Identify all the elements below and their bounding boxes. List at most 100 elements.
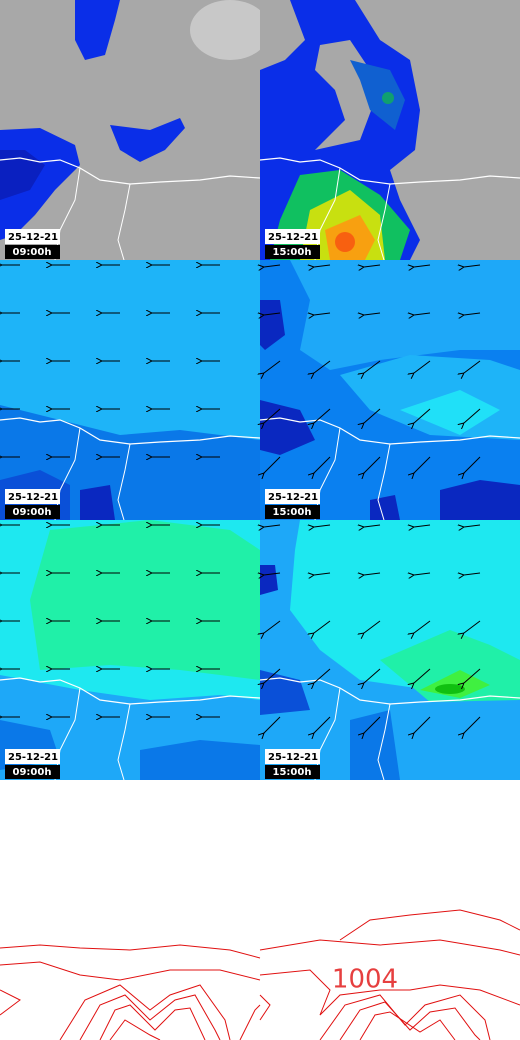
wind-arrow [464,525,481,527]
isobar [109,1019,161,1040]
wind-arrow [414,408,431,423]
isobar [239,1004,261,1040]
wind-arrow [364,313,381,315]
isobar [339,909,520,941]
coastline [0,677,261,705]
wind-arrow [264,265,281,267]
wind-area [260,400,315,455]
wind-arrow [414,620,431,633]
dry-area [260,0,305,70]
date-label: 25-12-21 [8,232,58,243]
coastline [259,157,520,185]
rain-area [75,0,120,60]
time-label: 15:00h [273,247,312,258]
isobar [259,994,271,1021]
time-box [265,505,320,519]
wind-arrow [464,265,481,267]
time-box [265,245,320,259]
wind-arrow [364,573,381,575]
wind-area [260,565,278,595]
coastline [259,417,520,445]
wind-arrow [464,456,481,473]
wind-arrow [364,716,381,733]
wind-arrow [464,668,481,683]
wind-arrow [314,525,331,527]
wind-area [140,740,260,780]
wind-arrow [264,620,281,633]
wind-arrow [414,313,431,315]
wind-area [80,485,115,520]
date-label: 25-12-21 [268,752,318,763]
time-label: 09:00h [13,247,52,258]
wind-arrow [264,573,281,575]
panel: 25-12-21 15:00h [259,0,520,261]
date-box [265,489,320,504]
wind-arrow [364,265,381,267]
wind-arrow [464,620,481,633]
coastline [259,677,520,705]
isobar [0,944,261,959]
wind-arrow [314,313,331,315]
isobar [319,994,491,1040]
panel [0,944,261,1040]
coastline [0,157,261,185]
time-box [5,765,60,779]
wind-arrow [414,668,431,683]
time-label: 09:00h [13,507,52,518]
wind-arrow [314,716,331,733]
isobar [0,961,261,981]
wind-area [260,300,285,350]
wind-arrow [264,360,281,373]
date-label: 25-12-21 [8,492,58,503]
date-label: 25-12-21 [8,752,58,763]
panel: 25-12-21 09:00h [0,520,261,781]
panel: 25-12-21 09:00h [0,260,261,521]
wind-arrow [414,456,431,473]
wind-arrow [364,620,381,633]
wind-arrow [264,408,281,423]
coastline [0,417,261,445]
wind-arrow [264,668,281,683]
wind-arrow [314,668,331,683]
wind-arrow [364,668,381,683]
wind-arrow [364,360,381,373]
rain-core [335,232,355,252]
wind-arrow [414,360,431,373]
isobar [99,1004,206,1040]
wind-arrow [414,525,431,527]
wind-arrow [464,313,481,315]
date-label: 25-12-21 [268,232,318,243]
wind-arrow [264,313,281,315]
isobar [259,969,520,1016]
wind-arrow [264,716,281,733]
date-box [265,229,320,244]
wind-arrow [464,716,481,733]
panel: 1004 [259,909,520,1040]
isobar [359,1011,456,1040]
wind-arrow [264,525,281,527]
wind-arrow [314,573,331,575]
rain-area [350,60,405,130]
wind-arrow [414,573,431,575]
wind-arrow [364,408,381,423]
wind-area [30,520,260,680]
wind-arrow [464,360,481,373]
isobar [339,1001,481,1040]
wind-arrow [314,456,331,473]
wind-arrow [364,525,381,527]
rain-area [110,118,185,162]
time-box [5,245,60,259]
wind-arrow [364,456,381,473]
rain-core [382,92,394,104]
time-box [265,765,320,779]
time-label: 09:00h [13,767,52,778]
isobar [0,989,21,1016]
wind-core [435,684,465,694]
wind-arrow [314,620,331,633]
wind-arrow [314,408,331,423]
wind-arrow [414,716,431,733]
isobar [259,939,520,956]
wind-arrow [414,265,431,267]
wind-area [440,480,520,520]
cloud [190,0,270,60]
